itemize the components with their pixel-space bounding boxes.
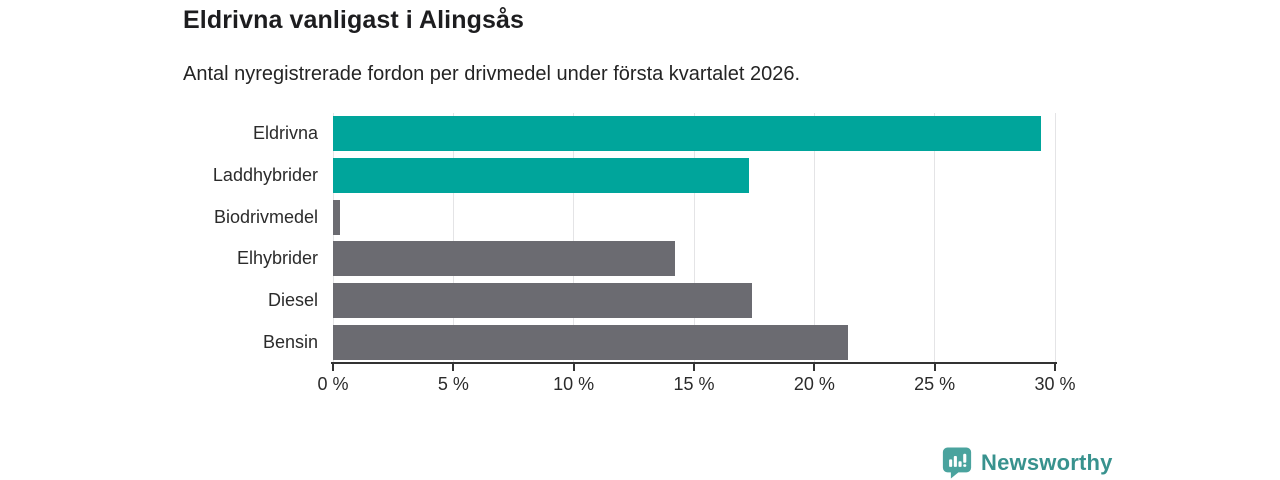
bar-row: Biodrivmedel xyxy=(183,196,1057,238)
gridline xyxy=(452,113,454,363)
bar-diesel xyxy=(333,282,752,318)
bar-chart: Eldrivna Laddhybrider Biodrivmedel Elhybrid… xyxy=(183,113,1076,394)
axis-tick xyxy=(452,364,455,371)
bar-row: Laddhybrider xyxy=(183,155,1057,197)
x-tick-label: 0 % xyxy=(317,374,349,394)
newsworthy-logo-text: Newsworthy xyxy=(981,449,1113,475)
axis-tick xyxy=(693,364,695,371)
gridline-layer xyxy=(332,113,1056,363)
newsworthy-logo-icon xyxy=(942,447,972,479)
bar-row: Diesel xyxy=(183,280,1057,322)
x-tick-label: 10 % xyxy=(553,374,595,394)
bar-row: Eldrivna xyxy=(183,113,1057,155)
x-tick-label: 20 % xyxy=(793,374,835,394)
bar-rows: Eldrivna Laddhybrider Biodrivmedel Elhybrid… xyxy=(183,113,1057,363)
x-axis-tick-labels: 0 % 5 % 10 % 15 % 20 % 25 % 30 % xyxy=(317,374,1075,398)
gridline xyxy=(573,113,575,363)
bar-row: Bensin xyxy=(183,321,1057,363)
category-label: Eldrivna xyxy=(252,123,318,144)
category-label: Diesel xyxy=(267,289,318,310)
axis-tick xyxy=(813,364,816,371)
x-tick-label: 15 % xyxy=(673,374,715,394)
x-tick-label: 5 % xyxy=(437,374,469,394)
category-label: Laddhybrider xyxy=(212,164,318,185)
category-label: Biodrivmedel xyxy=(213,206,318,227)
bar-elhybrider xyxy=(333,241,675,277)
bar-track xyxy=(333,157,1055,193)
axis-tick xyxy=(933,364,936,371)
axis-tick xyxy=(332,364,334,371)
bar-track xyxy=(333,324,1055,360)
bar-bensin xyxy=(333,324,849,360)
category-label: Elhybrider xyxy=(236,248,318,269)
category-label: Bensin xyxy=(262,331,318,352)
x-tick-label: 30 % xyxy=(1034,374,1076,394)
axis-tick xyxy=(1054,364,1056,371)
gridline xyxy=(934,113,936,363)
bar-track xyxy=(333,116,1055,152)
x-axis-line xyxy=(331,362,1057,364)
gridline xyxy=(332,113,334,363)
gridline xyxy=(1054,113,1056,363)
bar-track xyxy=(333,282,1055,318)
bar-eldrivna xyxy=(333,116,1041,152)
newsworthy-logo: Newsworthy xyxy=(941,446,1113,479)
bar-track xyxy=(333,241,1055,277)
axis-tick xyxy=(572,364,575,371)
gridline xyxy=(693,113,695,363)
x-tick-label: 25 % xyxy=(914,374,956,394)
chart-subtitle: Antal nyregistrerade fordon per drivmede… xyxy=(183,63,801,85)
gridline xyxy=(813,113,815,363)
bar-laddhybrider xyxy=(333,157,750,193)
page-title: Eldrivna vanligast i Alingsås xyxy=(183,6,524,34)
bar-row: Elhybrider xyxy=(183,238,1057,280)
bar-track xyxy=(333,199,1055,235)
bar-biodrivmedel xyxy=(333,199,341,235)
